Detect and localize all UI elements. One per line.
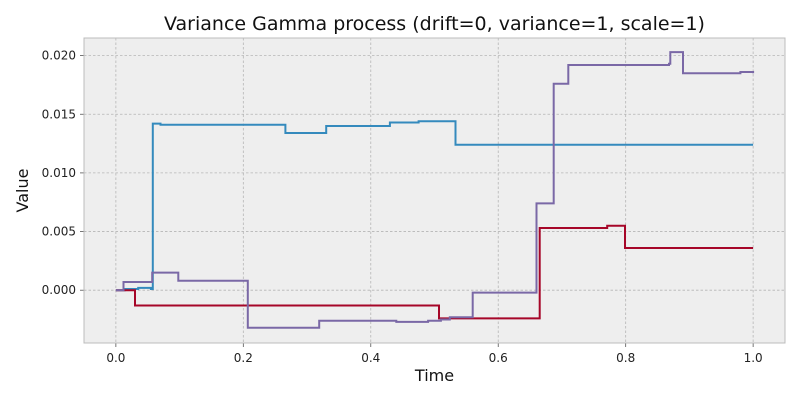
chart-title: Variance Gamma process (drift=0, varianc… bbox=[164, 13, 705, 35]
plot-area bbox=[84, 38, 785, 343]
x-tick-label: 0.4 bbox=[361, 351, 380, 365]
y-tick-label: 0.020 bbox=[42, 49, 76, 63]
y-axis-label: Value bbox=[13, 169, 32, 213]
x-tick-label: 0.8 bbox=[616, 351, 635, 365]
y-tick-label: 0.010 bbox=[42, 166, 76, 180]
x-tick-label: 0.6 bbox=[489, 351, 508, 365]
y-tick-label: 0.000 bbox=[42, 283, 76, 297]
y-tick-label: 0.015 bbox=[42, 107, 76, 121]
x-tick-label: 0.0 bbox=[106, 351, 125, 365]
series-line-1 bbox=[115, 120, 754, 292]
series-group bbox=[115, 51, 755, 329]
x-tick-label: 0.2 bbox=[234, 351, 253, 365]
y-tick-label: 0.005 bbox=[42, 225, 76, 239]
ticks: 0.0 0.2 0.4 0.6 0.8 1.0 0.000 0.005 0.010 0.015 0.… bbox=[42, 49, 763, 365]
series-line-2 bbox=[115, 224, 754, 320]
x-tick-label: 1.0 bbox=[744, 351, 763, 365]
plot-frame bbox=[83, 37, 786, 344]
series-line-3 bbox=[115, 51, 755, 329]
x-axis-label: Time bbox=[414, 366, 454, 385]
